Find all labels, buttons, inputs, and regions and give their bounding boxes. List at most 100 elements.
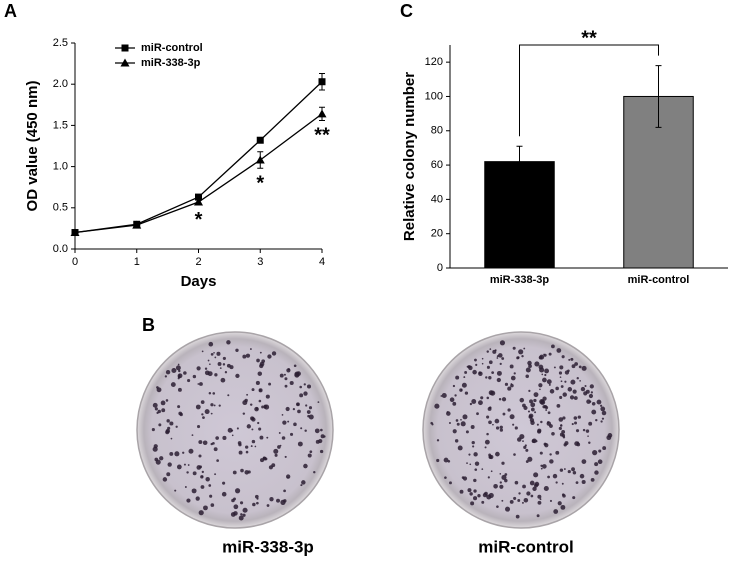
colony bbox=[170, 382, 176, 387]
colony bbox=[495, 426, 500, 430]
colony bbox=[258, 427, 262, 431]
colony bbox=[545, 409, 548, 411]
colony bbox=[215, 436, 219, 440]
y-tick-label: 20 bbox=[431, 228, 443, 240]
colony bbox=[498, 353, 503, 358]
colony bbox=[539, 498, 542, 501]
marker bbox=[195, 193, 202, 201]
colony bbox=[230, 512, 236, 517]
colony bbox=[567, 387, 573, 392]
colony bbox=[481, 362, 484, 365]
colony bbox=[467, 488, 472, 493]
colony bbox=[318, 438, 323, 444]
colony bbox=[481, 468, 484, 470]
y-tick-label: 2.5 bbox=[53, 37, 68, 49]
colony bbox=[510, 383, 514, 388]
colony bbox=[562, 416, 566, 420]
significance-bracket bbox=[519, 44, 659, 137]
colony bbox=[537, 500, 542, 505]
colony bbox=[563, 468, 566, 470]
colony bbox=[434, 403, 440, 409]
colony bbox=[320, 434, 325, 439]
x-tick-label: 4 bbox=[319, 256, 325, 268]
colony bbox=[184, 486, 187, 488]
colony bbox=[586, 399, 591, 404]
colony bbox=[492, 349, 497, 354]
colony bbox=[186, 471, 189, 474]
colony bbox=[538, 364, 544, 370]
colony bbox=[251, 417, 256, 422]
colony bbox=[474, 461, 480, 466]
colony bbox=[481, 500, 485, 504]
colony bbox=[178, 369, 181, 373]
colony bbox=[600, 420, 603, 423]
colony bbox=[257, 421, 260, 425]
colony bbox=[269, 497, 274, 502]
colony bbox=[585, 389, 590, 394]
marker bbox=[255, 155, 265, 164]
colony bbox=[559, 376, 562, 378]
colony bbox=[466, 462, 468, 464]
colony bbox=[263, 404, 267, 409]
colony bbox=[165, 370, 171, 375]
colony bbox=[251, 388, 255, 392]
colony bbox=[553, 509, 559, 514]
plate bbox=[136, 331, 334, 529]
colony bbox=[465, 430, 469, 434]
colony bbox=[540, 467, 543, 470]
colony bbox=[556, 348, 562, 353]
colony bbox=[152, 402, 158, 408]
colony bbox=[281, 436, 286, 440]
colony bbox=[558, 417, 564, 422]
colony bbox=[252, 502, 256, 507]
colony bbox=[222, 435, 227, 441]
colony bbox=[446, 411, 449, 414]
colony bbox=[213, 351, 215, 354]
colony bbox=[574, 362, 578, 366]
colony bbox=[473, 489, 477, 493]
colony bbox=[210, 403, 214, 407]
colony bbox=[212, 441, 215, 445]
colony bbox=[265, 394, 270, 399]
colony bbox=[182, 451, 185, 454]
colony bbox=[549, 459, 554, 464]
colony bbox=[197, 383, 200, 385]
colony bbox=[485, 376, 488, 379]
bar bbox=[484, 161, 555, 269]
colony bbox=[192, 374, 197, 379]
colony bbox=[236, 427, 239, 430]
colony bbox=[268, 382, 272, 386]
colony bbox=[571, 364, 576, 369]
colony bbox=[509, 499, 514, 504]
marker bbox=[121, 44, 129, 52]
colony bbox=[493, 483, 498, 489]
colony bbox=[474, 358, 477, 362]
colony bbox=[531, 438, 537, 444]
colony bbox=[545, 406, 549, 410]
colony bbox=[220, 377, 226, 383]
colony bbox=[533, 472, 539, 478]
colony bbox=[459, 489, 464, 494]
colony bbox=[556, 404, 561, 408]
colony bbox=[488, 376, 492, 380]
colony bbox=[242, 507, 248, 513]
colony bbox=[462, 414, 468, 420]
colony bbox=[267, 354, 272, 359]
colony bbox=[484, 446, 487, 449]
colony bbox=[284, 455, 287, 459]
colony bbox=[581, 479, 586, 485]
colony bbox=[515, 514, 520, 519]
colony bbox=[514, 426, 518, 430]
colony bbox=[559, 424, 563, 427]
colony bbox=[501, 499, 504, 502]
colony bbox=[494, 418, 500, 424]
colony bbox=[287, 368, 291, 371]
colony bbox=[562, 392, 567, 397]
colony bbox=[507, 408, 511, 412]
colony bbox=[523, 405, 528, 411]
colony bbox=[486, 432, 489, 436]
colony bbox=[527, 456, 533, 462]
legend-label: miR-338-3p bbox=[141, 57, 201, 69]
colony bbox=[491, 371, 495, 375]
colony bbox=[536, 514, 540, 518]
